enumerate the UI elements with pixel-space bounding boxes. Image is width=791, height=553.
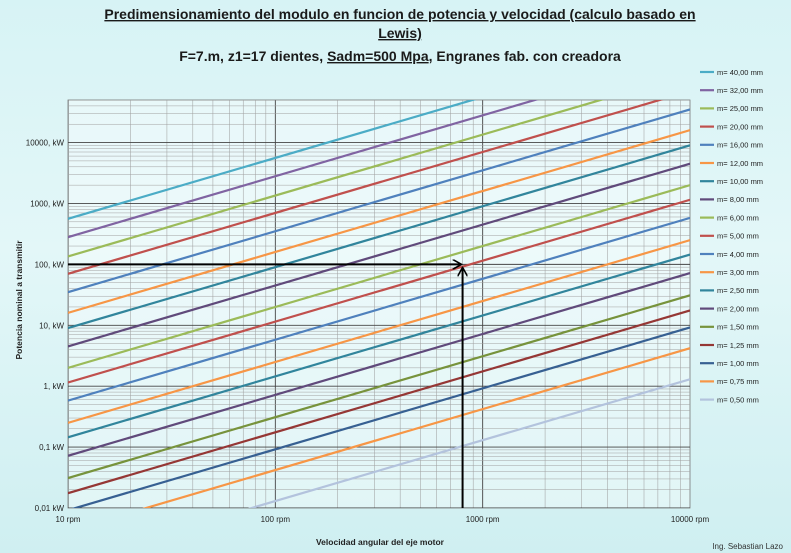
x-axis-label: Velocidad angular del eje motor	[316, 537, 445, 547]
y-tick-label-4: 100, kW	[35, 260, 65, 269]
legend-label-9: m= 5,00 mm	[717, 232, 759, 241]
series-line-6	[68, 144, 690, 330]
series-line-3	[68, 100, 664, 275]
legend-label-10: m= 4,00 mm	[717, 250, 759, 259]
x-tick-label-0: 10 rpm	[56, 515, 81, 524]
series-line-2	[68, 100, 605, 258]
legend-label-13: m= 2,00 mm	[717, 304, 759, 313]
legend-label-6: m= 10,00 mm	[717, 177, 763, 186]
legend-label-18: m= 0,50 mm	[717, 395, 759, 404]
legend-label-0: m= 40,00 mm	[717, 68, 763, 77]
series-line-5	[68, 129, 690, 314]
axis-ticks: 10 rpm 100 rpm 1000 rpm 10000 rpm 0,01 kW 0,1…	[26, 139, 710, 524]
series-line-15	[68, 309, 690, 495]
legend-label-2: m= 25,00 mm	[717, 104, 763, 113]
subtitle-part-2: Sadm=500 Mpa	[327, 48, 429, 64]
legend-label-3: m= 20,00 mm	[717, 122, 763, 131]
series-line-9	[68, 198, 690, 384]
y-tick-label-0: 0,01 kW	[35, 504, 65, 513]
chart-title-line1: Predimensionamiento del modulo en funcio…	[104, 6, 695, 22]
y-tick-label-2: 1, kW	[44, 382, 65, 391]
series-line-13	[68, 272, 690, 457]
series-line-0	[68, 100, 477, 220]
example-annotation	[68, 264, 463, 508]
legend-label-7: m= 8,00 mm	[717, 195, 759, 204]
legend-label-16: m= 1,00 mm	[717, 359, 759, 368]
y-tick-label-3: 10, kW	[39, 321, 64, 330]
legend-label-4: m= 16,00 mm	[717, 141, 763, 150]
series-line-8	[68, 184, 690, 369]
series-line-17	[142, 347, 690, 508]
credit-text: Ing. Sebastian Lazo	[712, 542, 783, 551]
series-line-14	[68, 294, 690, 480]
series-lines	[68, 100, 690, 508]
chart-subtitle: F=7.m, z1=17 dientes, Sadm=500 Mpa, Engr…	[179, 48, 621, 64]
series-line-10	[68, 216, 690, 402]
series-line-11	[68, 239, 690, 424]
series-line-7	[68, 162, 690, 348]
grid	[68, 100, 690, 508]
y-axis-label: Potencia nominal a transmitir	[14, 240, 24, 360]
y-tick-label-1: 0,1 kW	[39, 443, 64, 452]
x-tick-label-2: 1000 rpm	[466, 515, 500, 524]
legend-label-14: m= 1,50 mm	[717, 323, 759, 332]
legend-label-15: m= 1,25 mm	[717, 341, 759, 350]
legend-label-11: m= 3,00 mm	[717, 268, 759, 277]
series-line-16	[71, 326, 690, 508]
y-tick-label-5: 1000, kW	[30, 199, 64, 208]
series-line-1	[68, 100, 539, 239]
legend-label-12: m= 2,50 mm	[717, 286, 759, 295]
subtitle-part-3: , Engranes fab. con creadora	[429, 48, 621, 64]
y-tick-label-6: 10000, kW	[26, 139, 65, 148]
legend: m= 40,00 mm m= 32,00 mm m= 25,00 mm m= 20,0…	[700, 68, 763, 404]
legend-label-1: m= 32,00 mm	[717, 86, 763, 95]
series-line-4	[68, 108, 690, 294]
legend-label-17: m= 0,75 mm	[717, 377, 759, 386]
series-line-18	[247, 378, 690, 508]
legend-label-5: m= 12,00 mm	[717, 159, 763, 168]
x-tick-label-3: 10000 rpm	[671, 515, 710, 524]
subtitle-part-1: F=7.m, z1=17 dientes,	[179, 48, 327, 64]
x-tick-label-1: 100 rpm	[261, 515, 291, 524]
chart-title-line2: Lewis)	[378, 25, 422, 41]
legend-label-8: m= 6,00 mm	[717, 213, 759, 222]
series-line-12	[68, 253, 690, 439]
